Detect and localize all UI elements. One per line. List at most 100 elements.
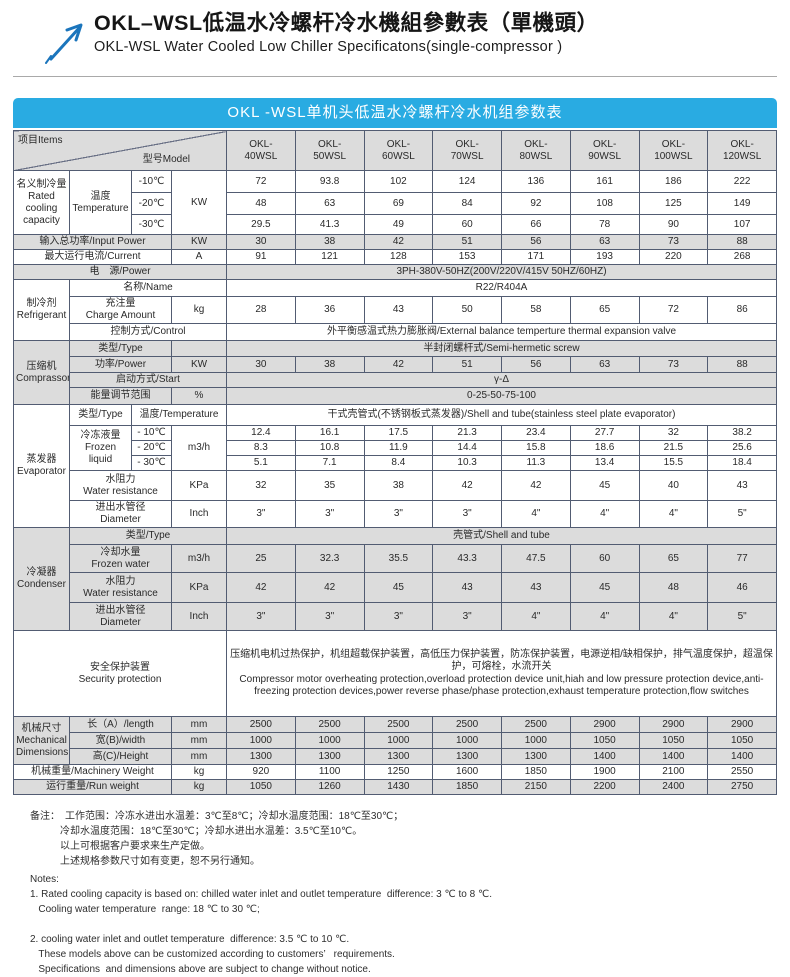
value-cell: 1900 <box>569 764 640 780</box>
value-cell: 1050 <box>569 732 640 749</box>
value-cell: 壳管式/Shell and tube <box>226 527 777 545</box>
value-cell: 69 <box>363 192 434 215</box>
row-label: 输入总功率/Input Power <box>13 234 172 250</box>
value-cell: 2900 <box>707 716 777 733</box>
value-cell: 10.8 <box>294 440 365 456</box>
value-cell: 13.4 <box>569 455 640 471</box>
row-label: 进出水管径 Diameter <box>69 602 172 631</box>
value-cell: 4" <box>638 500 709 528</box>
value-cell: 5.1 <box>226 455 296 471</box>
value-cell: 2500 <box>501 716 571 733</box>
value-cell: 161 <box>569 170 640 193</box>
row-machinery-weight: 机械重量/Machinery Weight kg 920 1100 1250 1600… <box>13 764 777 780</box>
value-cell: 0-25-50-75-100 <box>226 387 777 405</box>
notes-en: Notes: 1. Rated cooling capacity is base… <box>30 874 492 975</box>
value-cell: 43 <box>363 296 434 324</box>
value-cell: 1430 <box>363 779 434 795</box>
table-banner-title: OKL -WSL单机头低温水冷螺杆冷水机组参数表 <box>13 98 777 128</box>
row-evaporator-type: 蒸发器 Evaporator 类型/Type 温度/Temperature 干式壳… <box>13 404 777 528</box>
value-cell: 1000 <box>501 732 571 749</box>
value-cell: 193 <box>569 249 640 265</box>
value-cell: 72 <box>226 170 296 193</box>
unit-cell: mm <box>171 716 227 733</box>
value-cell: 38 <box>294 356 365 373</box>
value-cell: 2500 <box>432 716 502 733</box>
value-cell: 128 <box>363 249 434 265</box>
value-cell: 4" <box>569 602 640 631</box>
value-cell: 1050 <box>638 732 709 749</box>
row-label-security: 安全保护装置 Security protection <box>13 630 227 717</box>
value-cell: 3" <box>294 602 365 631</box>
value-cell: 45 <box>569 470 640 501</box>
value-cell: 102 <box>363 170 434 193</box>
value-cell: 63 <box>294 192 365 215</box>
row-charge-amount: 充注量 Charge Amount kg 28 36 43 50 58 65 72 86 <box>14 296 777 324</box>
value-cell: 56 <box>501 234 571 250</box>
row-label: 类型/Type <box>69 527 227 545</box>
value-cell: 88 <box>707 356 777 373</box>
value-cell: 1600 <box>432 764 502 780</box>
unit-cell <box>171 340 227 357</box>
value-cell: 32 <box>638 425 709 441</box>
value-cell: 4" <box>501 602 571 631</box>
model-header-row: 项目Items 型号Model OKL- 40WSL OKL- 50WSL OKL-… <box>13 130 777 171</box>
value-cell: 30 <box>226 356 296 373</box>
value-cell: 90 <box>638 214 709 235</box>
unit-cell: mm <box>171 748 227 765</box>
value-cell: 171 <box>501 249 571 265</box>
value-cell: 60 <box>432 214 502 235</box>
security-text: 压缩机电机过热保护，机组超载保护装置，高低压力保护装置，防冻保护装置，电源逆相/… <box>226 630 777 717</box>
value-cell: 干式壳管式(不锈钢板式蒸发器)/Shell and tube(stainless… <box>226 404 777 426</box>
value-cell: 43 <box>707 470 777 501</box>
row-label: 能量调节范围 <box>69 387 172 405</box>
value-cell: 47.5 <box>501 544 571 573</box>
temp-cell: -30℃ <box>131 214 172 235</box>
value-cell: 1260 <box>294 779 365 795</box>
value-cell: 2400 <box>638 779 709 795</box>
value-cell: 51 <box>432 234 502 250</box>
value-cell: 40 <box>638 470 709 501</box>
corner-cell: 项目Items 型号Model <box>13 130 227 171</box>
value-cell: 3" <box>432 602 502 631</box>
row-security-protection: 安全保护装置 Security protection 压缩机电机过热保护，机组超载… <box>13 630 777 717</box>
value-cell: 1400 <box>707 748 777 765</box>
value-cell: 2100 <box>638 764 709 780</box>
row-label: 水阻力 Water resistance <box>69 572 172 603</box>
row-cooling-minus20: -20℃ 48 63 69 84 92 108 125 149 <box>14 192 777 215</box>
value-cell: 920 <box>226 764 296 780</box>
spec-table: 项目Items 型号Model OKL- 40WSL OKL- 50WSL OKL-… <box>13 130 777 795</box>
model-label: 型号Model <box>142 154 190 165</box>
value-cell: 1300 <box>226 748 296 765</box>
value-cell: 91 <box>226 249 296 265</box>
value-cell: 42 <box>363 234 434 250</box>
value-cell: R22/R404A <box>226 279 777 297</box>
value-cell: 18.6 <box>569 440 640 456</box>
value-cell: 92 <box>501 192 571 215</box>
row-label: 冷却水量 Frozen water <box>69 544 172 573</box>
section-label-compressor: 压缩机 Comprassor <box>13 340 70 405</box>
row-label: 运行重量/Run weight <box>13 779 172 795</box>
value-cell: 27.7 <box>569 425 640 441</box>
row-label: 功率/Power <box>69 356 172 373</box>
temp-cell: - 20℃ <box>131 440 172 456</box>
unit-cell: kg <box>171 296 227 324</box>
value-cell: 外平衡感温式热力膨胀阀/External balance temperture … <box>226 323 777 341</box>
value-cell: 42 <box>432 470 502 501</box>
value-cell: 32.3 <box>294 544 365 573</box>
unit-cell: kg <box>171 764 227 780</box>
value-cell: 50 <box>432 296 502 324</box>
unit-cell: KW <box>171 234 227 250</box>
row-label: 高(C)/Height <box>69 748 172 765</box>
value-cell: 2500 <box>226 716 296 733</box>
unit-cell: Inch <box>171 602 227 631</box>
value-cell: 1050 <box>226 779 296 795</box>
value-cell: 1400 <box>638 748 709 765</box>
row-label: 名称/Name <box>69 279 227 297</box>
value-cell: 2900 <box>638 716 709 733</box>
section-label-evaporator: 蒸发器 Evaporator <box>13 404 70 528</box>
row-label: 充注量 Charge Amount <box>69 296 172 324</box>
value-cell: 84 <box>432 192 502 215</box>
value-cell: 42 <box>501 470 571 501</box>
value-cell: 93.8 <box>294 170 365 193</box>
row-label: 启动方式/Start <box>69 372 227 388</box>
